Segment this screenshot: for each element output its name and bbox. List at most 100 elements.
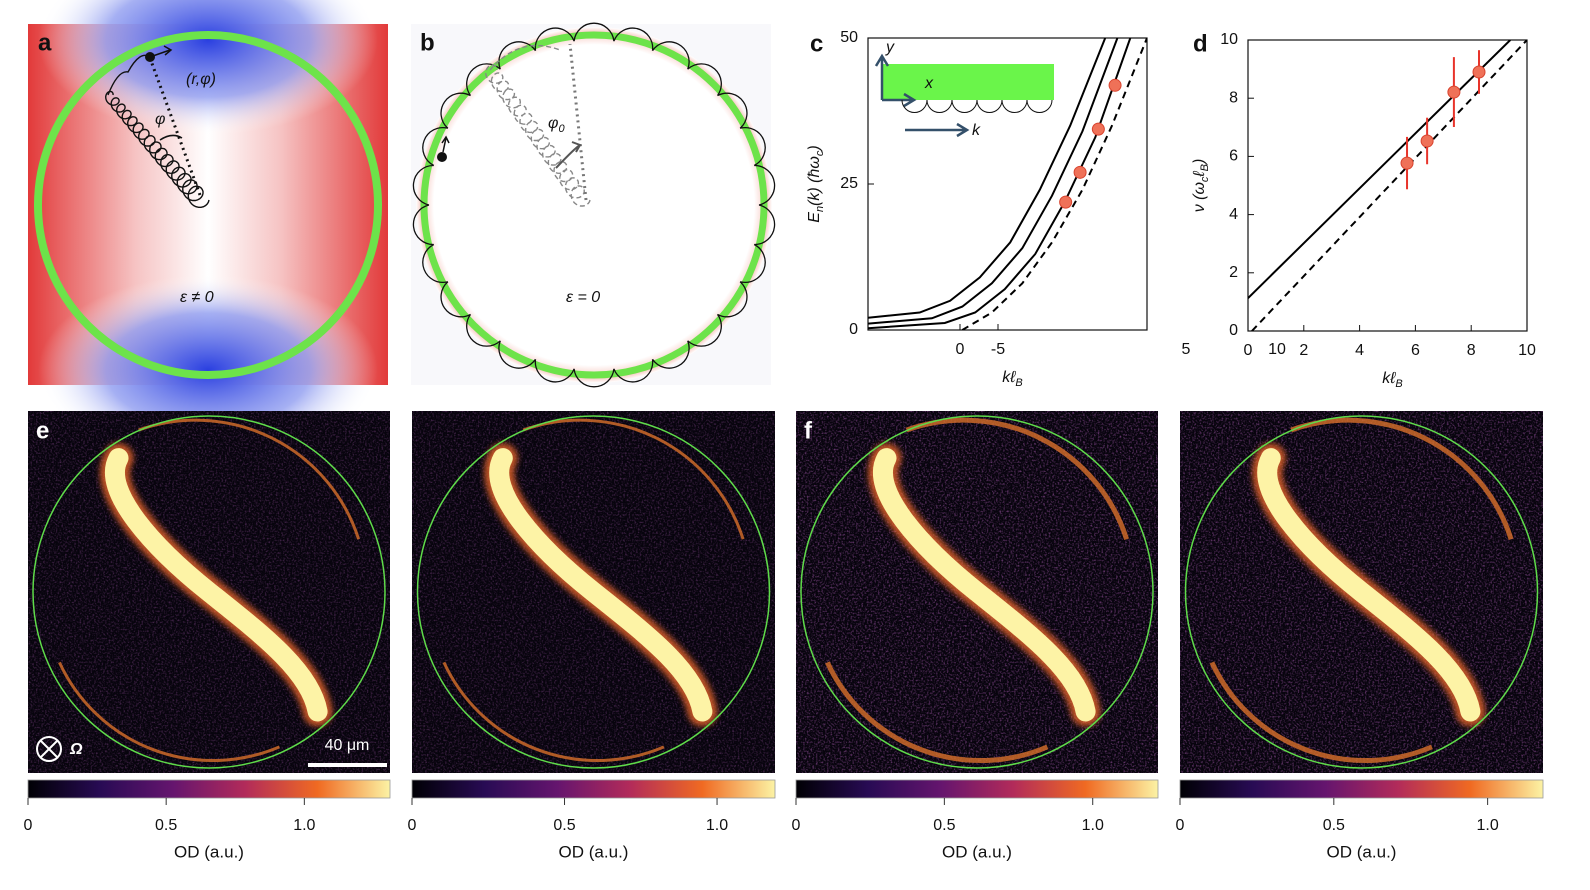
colorbar-tick-label: 0 xyxy=(408,817,417,834)
colorbar-label: OD (a.u.) xyxy=(174,842,244,861)
blue-lobe xyxy=(38,0,378,135)
colorbar xyxy=(411,779,776,799)
plot-area xyxy=(1248,40,1527,331)
colorbar-tick-label: 0 xyxy=(792,817,801,834)
x-axis-label: kℓB xyxy=(1002,369,1023,389)
rotation-label: Ω xyxy=(69,741,83,758)
panel-label: d xyxy=(1193,30,1208,57)
y-tick-label: 6 xyxy=(1229,148,1238,165)
colorbar xyxy=(27,779,391,799)
od-image xyxy=(28,411,390,773)
rotation-symbol xyxy=(36,736,62,762)
cloud xyxy=(489,448,713,722)
stray-label: 10 xyxy=(1268,341,1286,358)
colorbar-label: OD (a.u.) xyxy=(559,842,629,861)
y-tick-label: 0 xyxy=(849,321,858,338)
colorbar-tick-label: 0.5 xyxy=(155,817,177,834)
data-point xyxy=(1059,195,1073,209)
curve xyxy=(868,38,1119,325)
inset: y x k xyxy=(874,39,1054,139)
edge-arc xyxy=(905,417,1129,540)
label-part: E xyxy=(806,212,823,223)
label-part: ν (ω xyxy=(1191,182,1208,212)
trap-circle xyxy=(34,31,382,379)
data-point xyxy=(1447,85,1461,99)
panel-label: c xyxy=(810,30,823,57)
trap-circle xyxy=(800,415,1154,769)
trap-circle xyxy=(32,415,386,769)
scale-bar-label: 40 μm xyxy=(325,737,370,754)
stray-label: 5 xyxy=(1182,341,1191,358)
strip xyxy=(882,64,1054,100)
panel-a: a (r,φ) φ ε ≠ 0 xyxy=(28,0,388,465)
data-point xyxy=(1091,122,1105,136)
label-part: ) xyxy=(806,145,823,152)
radius xyxy=(568,43,588,201)
trap-circle xyxy=(1184,415,1539,769)
subscript: c xyxy=(1199,176,1211,182)
edge-arc xyxy=(522,418,745,540)
colorbar-tick-label: 1.0 xyxy=(293,817,315,834)
panel-b: b φ0 ε = 0 xyxy=(411,22,776,388)
subscript: 0 xyxy=(558,123,565,135)
radius xyxy=(148,57,202,196)
y-tick-label: 0 xyxy=(1229,322,1238,339)
x-tick-label: -5 xyxy=(991,341,1005,358)
curve xyxy=(868,38,1132,330)
od-image xyxy=(796,411,1158,773)
x-tick-label: 2 xyxy=(1299,342,1308,359)
data-point xyxy=(1400,156,1414,170)
y-axis-label: En(k) (ħωc) xyxy=(806,145,826,222)
y-tick-label: 50 xyxy=(840,29,858,46)
curve xyxy=(961,38,1147,330)
arrow xyxy=(149,45,173,58)
label-part: ℓ xyxy=(1191,171,1208,178)
data-point xyxy=(1472,65,1486,79)
label-part: ) xyxy=(1191,159,1208,166)
subscript: B xyxy=(1015,377,1022,389)
subscript: n xyxy=(814,206,826,212)
cloud xyxy=(873,448,1096,722)
plot-area xyxy=(868,38,1147,330)
colorbar xyxy=(795,779,1159,799)
y-tick-label: 25 xyxy=(840,175,858,192)
colorbar xyxy=(1179,779,1544,799)
colorbar-tick-label: 1.0 xyxy=(1477,817,1499,834)
x-tick-label: 6 xyxy=(1411,342,1420,359)
k-arrow xyxy=(905,122,970,138)
colorbar-label: OD (a.u.) xyxy=(942,842,1012,861)
panel-label: e xyxy=(36,417,49,444)
arrow xyxy=(441,135,450,153)
cloud xyxy=(1257,448,1481,722)
inset-y: y xyxy=(885,39,895,56)
label-part: kℓ xyxy=(1002,369,1016,386)
rotation-symbol xyxy=(40,740,58,758)
angle-label: φ0 xyxy=(548,115,565,135)
od-image xyxy=(1180,411,1543,773)
subscript: B xyxy=(1395,378,1402,390)
label-part: kℓ xyxy=(1382,370,1396,387)
subscript: B xyxy=(1199,164,1211,171)
cloud xyxy=(105,448,328,722)
glow xyxy=(416,27,772,383)
edge-arc xyxy=(442,661,665,762)
edge-orbits xyxy=(901,99,1053,113)
x-axis-label: kℓB xyxy=(1382,370,1403,390)
label-part: φ xyxy=(548,115,558,132)
panel-label: a xyxy=(38,29,52,56)
panel-label: b xyxy=(420,29,435,56)
colorbar-tick-label: 0.5 xyxy=(553,817,575,834)
od-image xyxy=(412,411,775,773)
x-tick-label: 10 xyxy=(1518,342,1536,359)
edge-arc xyxy=(138,418,361,540)
condition: ε ≠ 0 xyxy=(180,289,214,306)
panel-label: f xyxy=(804,417,813,444)
trap-circle xyxy=(416,415,771,769)
label-part: (k) (ħω xyxy=(806,156,823,206)
x-tick-label: 8 xyxy=(1467,342,1476,359)
y-axis-label: ν (ωcℓB) xyxy=(1191,159,1211,213)
edge-arc xyxy=(58,661,280,762)
plot-frame xyxy=(1247,39,1528,332)
particle xyxy=(437,152,447,162)
